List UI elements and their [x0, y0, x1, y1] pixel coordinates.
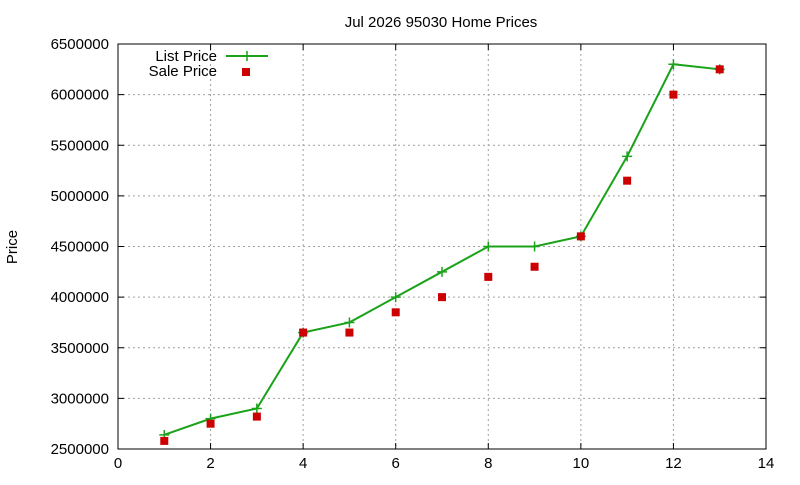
y-tick-label: 4000000	[51, 289, 109, 306]
list-price-point	[390, 292, 401, 303]
y-tick-label: 5500000	[51, 137, 109, 154]
sale-price-point	[576, 232, 585, 241]
y-tick-label: 6000000	[51, 87, 109, 104]
x-tick-label: 2	[206, 455, 214, 472]
list-price-point	[483, 241, 494, 252]
x-tick-label: 4	[299, 455, 307, 472]
list-price-point	[668, 59, 679, 70]
sale-price-point	[669, 90, 678, 99]
list-price-point	[437, 266, 447, 277]
legend-label-sale-price: Sale Price	[149, 63, 217, 80]
sale-price-point	[160, 436, 169, 445]
list-price-point	[344, 317, 355, 328]
chart-title: Jul 2026 95030 Home Prices	[345, 14, 538, 31]
y-tick-label: 4500000	[51, 239, 109, 256]
list-price-point	[622, 151, 633, 162]
y-tick-label: 3500000	[51, 340, 109, 357]
legend-marker-sale-price	[242, 68, 250, 76]
x-tick-label: 6	[392, 455, 400, 472]
sale-price-point	[438, 293, 446, 302]
x-tick-label: 14	[758, 455, 775, 472]
list-price-point	[529, 241, 540, 252]
list-price-point	[251, 403, 262, 414]
sale-price-point	[206, 419, 215, 428]
sale-price-point	[391, 308, 400, 317]
sale-price-point	[484, 272, 493, 281]
y-tick-label: 5000000	[51, 188, 109, 205]
x-tick-label: 10	[573, 455, 590, 472]
sale-price-point	[530, 262, 539, 271]
x-tick-label: 0	[114, 455, 122, 472]
list-price-line	[163, 63, 720, 436]
legend-marker-list-price	[242, 51, 252, 61]
y-tick-label: 2500000	[51, 441, 109, 458]
y-tick-label: 6500000	[51, 36, 109, 53]
sale-price-point	[623, 176, 632, 185]
y-axis-label: Price	[4, 230, 21, 264]
sale-price-point	[715, 65, 724, 74]
x-tick-label: 8	[484, 455, 492, 472]
sale-price-point	[252, 412, 261, 421]
legend-label-list-price: List Price	[155, 48, 217, 65]
sale-price-point	[299, 328, 308, 337]
y-tick-label: 3000000	[51, 390, 109, 407]
sale-price-point	[345, 328, 354, 337]
x-tick-label: 12	[665, 455, 682, 472]
